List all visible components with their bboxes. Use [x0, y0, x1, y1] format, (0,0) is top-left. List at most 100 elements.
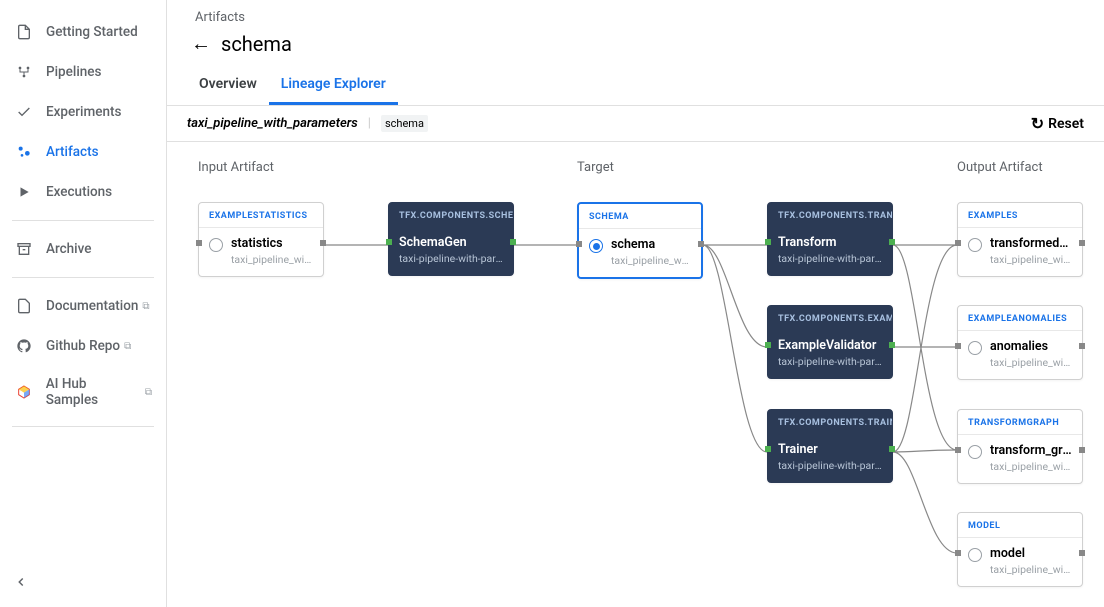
radio-selected[interactable] [589, 239, 603, 253]
sidebar-link-aihub[interactable]: AI Hub Samples ⧉ [0, 366, 166, 418]
separator: | [368, 116, 371, 131]
node-model[interactable]: MODEL model taxi_pipeline_with_parameter… [957, 512, 1083, 587]
sidebar-label: Artifacts [46, 144, 99, 160]
main-content: Artifacts ← schema Overview Lineage Expl… [167, 0, 1104, 607]
node-transform-graph[interactable]: TRANSFORMGRAPH transform_graph taxi_pipe… [957, 409, 1083, 484]
node-type: SCHEMA [579, 204, 701, 229]
sub-bar: taxi_pipeline_with_parameters | schema ↻… [167, 106, 1104, 142]
node-type: TFX.COMPONENTS.TRAINE... [768, 410, 892, 434]
node-sub: taxi_pipeline_with_parameters [990, 563, 1072, 576]
reset-button[interactable]: ↻ Reset [1031, 114, 1084, 133]
node-type: MODEL [958, 513, 1082, 538]
node-sub: taxi_pipeline_with_parameters [990, 253, 1072, 266]
node-type: TFX.COMPONENTS.EXAMP... [768, 306, 892, 330]
node-statistics[interactable]: EXAMPLESTATISTICS statistics taxi_pipeli… [198, 202, 324, 277]
tab-overview[interactable]: Overview [187, 66, 269, 105]
archive-icon [14, 239, 34, 259]
external-icon: ⧉ [124, 341, 131, 352]
lineage-canvas[interactable]: Input Artifact Target Output Artifact EX… [167, 142, 1104, 607]
node-name: model [990, 546, 1072, 561]
node-schemagen[interactable]: TFX.COMPONENTS.SCHEM... SchemaGen taxi-p… [388, 202, 514, 276]
node-examplevalidator[interactable]: TFX.COMPONENTS.EXAMP... ExampleValidator… [767, 305, 893, 379]
radio-unselected[interactable] [968, 445, 982, 459]
node-sub: taxi_pipeline_with_parameters [990, 460, 1072, 473]
page-title: schema [221, 32, 292, 56]
node-name: Trainer [778, 442, 882, 457]
node-sub: taxi-pipeline-with-parameters-j29rn [778, 355, 882, 368]
node-transformed-examples[interactable]: EXAMPLES transformed_examples taxi_pipel… [957, 202, 1083, 277]
aihub-icon [14, 382, 34, 402]
column-header-input: Input Artifact [198, 160, 274, 175]
back-arrow-icon[interactable]: ← [191, 31, 211, 56]
play-icon [14, 182, 34, 202]
sidebar-link-github[interactable]: Github Repo ⧉ [0, 326, 166, 366]
reset-icon: ↻ [1031, 114, 1044, 133]
sidebar-item-pipelines[interactable]: Pipelines [0, 52, 166, 92]
node-name: transform_graph [990, 443, 1072, 458]
radio-unselected[interactable] [968, 341, 982, 355]
sidebar-label: Documentation [46, 298, 138, 314]
sidebar-label: Github Repo [46, 338, 120, 354]
sidebar: Getting Started Pipelines Experiments Ar… [0, 0, 167, 607]
reset-label: Reset [1048, 116, 1084, 132]
node-sub: taxi_pipeline_with_parameters [611, 254, 691, 267]
external-icon: ⧉ [142, 301, 149, 312]
sidebar-item-experiments[interactable]: Experiments [0, 92, 166, 132]
artifacts-icon [14, 142, 34, 162]
node-sub: taxi_pipeline_with_parameters [990, 356, 1072, 369]
node-type: EXAMPLESTATISTICS [199, 203, 323, 228]
sidebar-item-artifacts[interactable]: Artifacts [0, 132, 166, 172]
sidebar-item-getting-started[interactable]: Getting Started [0, 12, 166, 52]
node-type: TFX.COMPONENTS.TRANSF... [768, 203, 892, 227]
node-trainer[interactable]: TFX.COMPONENTS.TRAINE... Trainer taxi-pi… [767, 409, 893, 483]
node-type: EXAMPLEANOMALIES [958, 306, 1082, 331]
pipelines-icon [14, 62, 34, 82]
pipeline-name: taxi_pipeline_with_parameters [187, 116, 358, 131]
radio-unselected[interactable] [209, 238, 223, 252]
node-name: transformed_examples [990, 236, 1072, 251]
divider [12, 220, 154, 221]
node-sub: taxi-pipeline-with-parameters-j29rn [399, 252, 503, 265]
artifact-badge: schema [381, 115, 428, 132]
sidebar-link-documentation[interactable]: Documentation ⧉ [0, 286, 166, 326]
tab-lineage-explorer[interactable]: Lineage Explorer [269, 66, 398, 105]
node-name: statistics [231, 236, 313, 251]
node-sub: taxi_pipeline_with_parameters [231, 253, 313, 266]
node-transform[interactable]: TFX.COMPONENTS.TRANSF... Transform taxi-… [767, 202, 893, 276]
divider [12, 426, 154, 427]
node-anomalies[interactable]: EXAMPLEANOMALIES anomalies taxi_pipeline… [957, 305, 1083, 380]
sidebar-label: Pipelines [46, 64, 101, 80]
sidebar-label: Getting Started [46, 24, 138, 40]
sidebar-label: Experiments [46, 104, 121, 120]
column-header-target: Target [577, 160, 614, 175]
doc-icon [14, 296, 34, 316]
sidebar-label: Executions [46, 184, 112, 200]
column-header-output: Output Artifact [957, 160, 1043, 175]
node-schema[interactable]: SCHEMA schema taxi_pipeline_with_paramet… [577, 202, 703, 279]
sidebar-label: Archive [46, 241, 91, 257]
radio-unselected[interactable] [968, 238, 982, 252]
tabs: Overview Lineage Explorer [167, 66, 1104, 106]
sidebar-label: AI Hub Samples [46, 376, 141, 408]
sidebar-item-archive[interactable]: Archive [0, 229, 166, 269]
node-name: SchemaGen [399, 235, 503, 250]
node-type: TRANSFORMGRAPH [958, 410, 1082, 435]
collapse-sidebar-button[interactable] [0, 560, 166, 607]
radio-unselected[interactable] [968, 548, 982, 562]
document-icon [14, 22, 34, 42]
node-type: TFX.COMPONENTS.SCHEM... [389, 203, 513, 227]
github-icon [14, 336, 34, 356]
experiments-icon [14, 102, 34, 122]
node-name: ExampleValidator [778, 338, 882, 353]
node-sub: taxi-pipeline-with-parameters-j29rn [778, 252, 882, 265]
external-icon: ⧉ [145, 387, 152, 398]
header: Artifacts ← schema [167, 0, 1104, 66]
sidebar-item-executions[interactable]: Executions [0, 172, 166, 212]
node-name: anomalies [990, 339, 1072, 354]
node-name: Transform [778, 235, 882, 250]
node-type: EXAMPLES [958, 203, 1082, 228]
breadcrumb[interactable]: Artifacts [195, 10, 1076, 25]
divider [12, 277, 154, 278]
node-name: schema [611, 237, 691, 252]
node-sub: taxi-pipeline-with-parameters-j29rn [778, 459, 882, 472]
